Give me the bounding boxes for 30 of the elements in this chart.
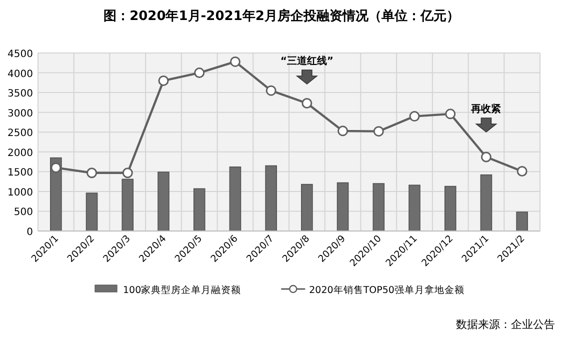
point	[373, 126, 384, 137]
y-tick-label: 3000	[8, 108, 33, 120]
legend-label: 100家典型房企单月融资额	[123, 284, 242, 296]
y-tick-label: 2500	[8, 128, 33, 140]
title: 图：2020年1月-2021年2月房企投融资情况（单位：亿元）	[104, 9, 460, 24]
legend-label: 2020年销售TOP50强单月拿地金额	[309, 284, 464, 296]
point	[445, 108, 456, 120]
y-tick-label: 2000	[8, 148, 33, 159]
y-tick-label: 4000	[8, 68, 33, 80]
point	[409, 111, 420, 122]
y-tick-label: 1000	[8, 187, 33, 198]
point	[516, 166, 528, 177]
annotation: 再收紧	[470, 103, 502, 115]
point	[338, 126, 348, 136]
point	[230, 56, 240, 67]
y-tick-label: 4500	[8, 49, 33, 60]
y-tick-label: 0	[26, 227, 33, 238]
point	[158, 75, 169, 86]
point	[194, 68, 205, 78]
source-note: 数据来源：企业公告	[456, 318, 555, 331]
point	[480, 152, 492, 162]
y-tick-label: 3500	[8, 88, 33, 100]
point	[86, 168, 98, 178]
point	[266, 85, 276, 96]
point	[122, 168, 133, 178]
point	[302, 98, 312, 108]
y-tick-label: 500	[14, 207, 33, 218]
point	[50, 162, 62, 173]
y-tick-label: 1500	[8, 168, 33, 179]
annotation: “三道红线”	[280, 55, 334, 67]
